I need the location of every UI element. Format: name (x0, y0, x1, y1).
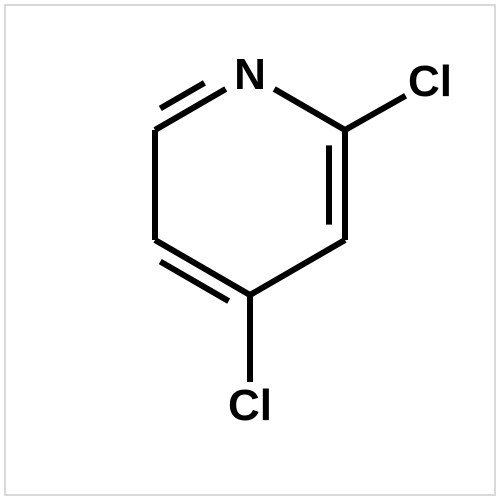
bond (160, 262, 228, 302)
atom-label-n: N (234, 50, 266, 99)
bond (250, 240, 345, 295)
atom-label-cl: Cl (408, 57, 452, 106)
molecule-canvas: N Cl Cl (0, 0, 500, 500)
atom-label-cl: Cl (228, 381, 272, 430)
bond (274, 89, 345, 130)
bond (345, 96, 406, 130)
bond (155, 89, 226, 130)
